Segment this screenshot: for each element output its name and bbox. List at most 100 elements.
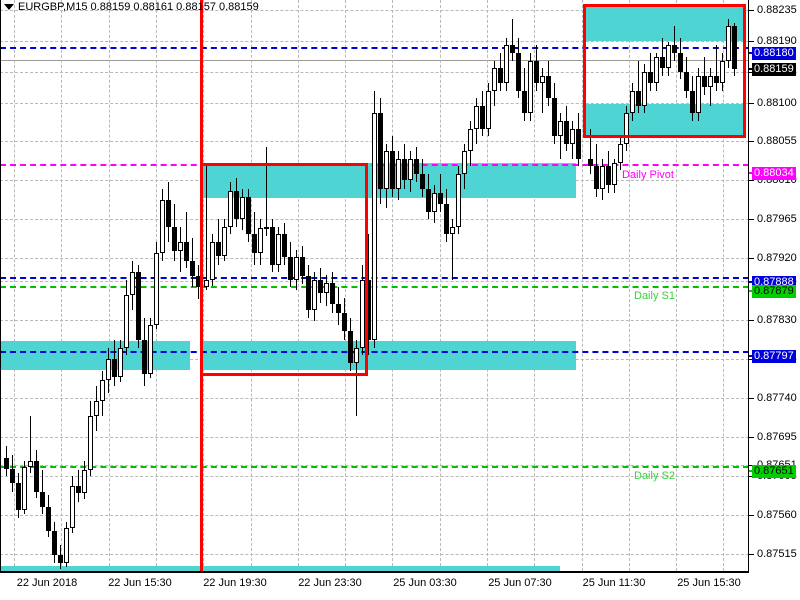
candle-bullish xyxy=(396,158,401,190)
price-tick-mark xyxy=(749,180,754,181)
candle-wick xyxy=(560,113,561,159)
time-axis-label: 25 Jun 11:30 xyxy=(582,577,646,589)
candle-bearish xyxy=(534,60,539,84)
candle-bearish xyxy=(190,260,195,277)
candle-bullish xyxy=(204,279,209,288)
candle-bullish xyxy=(558,121,563,137)
candle-bearish xyxy=(516,52,521,91)
candle-bullish xyxy=(154,253,159,326)
marked-range-box-right[interactable] xyxy=(583,4,746,138)
candle-bearish xyxy=(282,234,287,258)
price-tick-mark xyxy=(749,141,754,142)
candle-bullish xyxy=(474,105,479,129)
time-scale[interactable]: 22 Jun 2018 22 Jun 15:30 22 Jun 19:30 22 Ju… xyxy=(0,573,800,600)
candle-bullish xyxy=(94,400,99,416)
candle-bullish xyxy=(486,90,491,129)
candle-bearish xyxy=(234,190,239,220)
candle-bullish xyxy=(630,90,635,114)
candle-bullish xyxy=(384,151,389,190)
daily-s2-price-label: 0.87651 xyxy=(752,465,796,478)
candle-bearish xyxy=(252,234,257,253)
candle-bullish xyxy=(210,242,215,280)
candle-bullish xyxy=(612,162,617,186)
price-tick-label: 0.88190 xyxy=(757,35,797,47)
candle-wick xyxy=(266,147,267,236)
candle-bullish xyxy=(492,68,497,91)
candle-bearish xyxy=(216,242,221,256)
price-scale[interactable]: 0.882350.881900.881450.881000.880550.880… xyxy=(749,0,800,573)
plot-border-bottom xyxy=(0,571,749,573)
candle-bearish xyxy=(136,272,141,341)
candle-bearish xyxy=(142,340,147,374)
demand-zone-mid xyxy=(200,341,576,370)
candle-bearish xyxy=(678,52,683,72)
candle-bullish xyxy=(726,26,731,61)
candle-bullish xyxy=(28,461,33,468)
candle-bearish xyxy=(300,257,305,277)
candle-bearish xyxy=(318,279,323,294)
price-tick-label: 0.88235 xyxy=(757,4,797,16)
price-tick-mark xyxy=(749,258,754,259)
daily-pivot-price-label: 0.88034 xyxy=(752,167,796,180)
grid-line-vertical xyxy=(392,0,393,571)
session-divider-line[interactable] xyxy=(200,0,203,571)
marked-range-box-left[interactable] xyxy=(200,163,368,376)
price-tick-mark xyxy=(749,476,754,477)
candle-bullish xyxy=(666,45,671,69)
candle-bearish xyxy=(172,226,177,252)
price-tick-label: 0.87830 xyxy=(757,314,797,326)
price-tick-label: 0.87740 xyxy=(757,392,797,404)
grid-line-vertical xyxy=(534,0,535,571)
candle-bearish xyxy=(564,121,569,144)
candle-wick xyxy=(674,26,675,61)
grid-line-vertical xyxy=(14,0,15,571)
daily-s2-line-label: Daily S2 xyxy=(634,470,675,482)
price-tick-mark xyxy=(749,320,754,321)
candle-wick xyxy=(542,68,543,114)
candle-bearish xyxy=(732,26,737,69)
grid-line-horizontal xyxy=(0,554,749,555)
candle-bearish xyxy=(52,530,57,556)
candle-bullish xyxy=(82,470,87,494)
candle-bullish xyxy=(324,282,329,294)
grid-line-vertical xyxy=(298,0,299,571)
chevron-down-icon[interactable] xyxy=(4,4,14,11)
candle-wick xyxy=(452,219,453,280)
price-tick-mark xyxy=(749,398,754,399)
candle-bullish xyxy=(468,128,473,152)
price-tick-label: 0.88100 xyxy=(757,97,797,109)
candle-bullish xyxy=(528,60,533,114)
candle-bullish xyxy=(118,347,123,377)
chart-plot-area[interactable]: Daily Pivot Daily S1 Daily S2 xyxy=(0,0,749,573)
supply-zone-mid-right xyxy=(367,163,576,198)
grid-line-horizontal xyxy=(0,72,749,73)
candle-bullish xyxy=(160,200,165,254)
candle-bearish xyxy=(306,276,311,311)
candle-bullish xyxy=(64,527,69,564)
grid-line-horizontal xyxy=(0,10,749,11)
candle-bullish xyxy=(720,60,725,84)
level-line-lower-blue xyxy=(0,351,749,353)
candle-bullish xyxy=(312,279,317,311)
demand-zone-topright xyxy=(583,104,745,138)
candle-bearish xyxy=(606,166,611,186)
supply-zone-topright xyxy=(583,4,745,41)
candle-bearish xyxy=(684,71,689,91)
bid-price-label: 0.88159 xyxy=(752,63,796,76)
candle-bearish xyxy=(498,68,503,84)
candle-bearish xyxy=(576,128,581,159)
candle-bearish xyxy=(552,98,557,137)
candle-bullish xyxy=(708,75,713,87)
candle-bearish xyxy=(4,457,9,469)
price-tick-mark xyxy=(749,359,754,360)
grid-line-horizontal xyxy=(0,476,749,477)
candle-bullish xyxy=(222,226,227,256)
price-tick-label: 0.87920 xyxy=(757,252,797,264)
price-tick-mark xyxy=(749,465,754,466)
candle-bearish xyxy=(76,485,81,494)
candle-bullish xyxy=(240,196,245,220)
time-axis-label: 25 Jun 03:30 xyxy=(393,577,457,589)
candle-bearish xyxy=(402,158,407,180)
candle-wick xyxy=(590,128,591,174)
